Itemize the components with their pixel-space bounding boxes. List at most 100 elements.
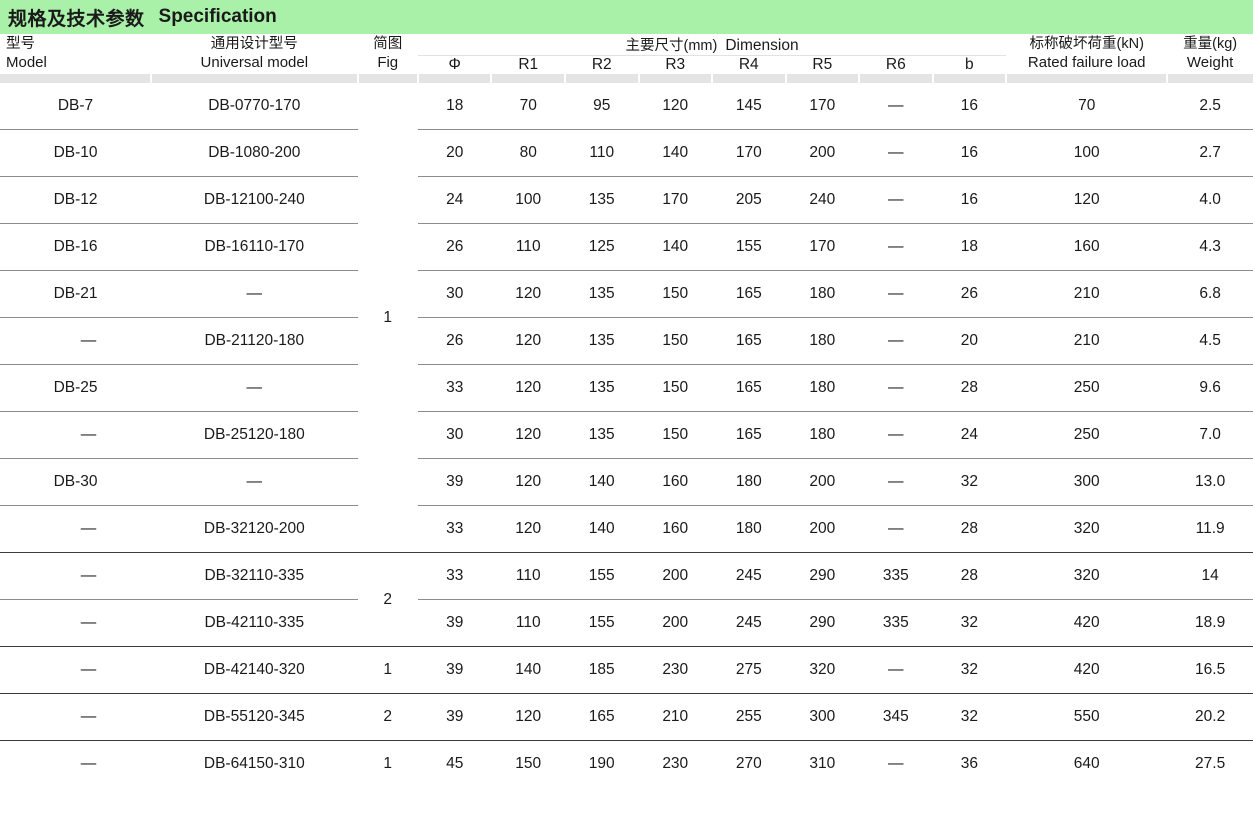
table-row: DB-21—30 120 135 150 165 180—26 210 6.8 xyxy=(0,270,1253,318)
cell-r6: — xyxy=(859,458,933,506)
cell-r3: 120 xyxy=(662,97,689,114)
cell-r4: 270 xyxy=(712,740,786,787)
band-segment xyxy=(150,74,359,83)
table-row: — DB-21120-180 26 120 135 150 165 180—20 210 4.5 xyxy=(0,317,1253,365)
cell-weight: 14 xyxy=(1167,552,1253,600)
cell-r3: 230 xyxy=(638,740,713,787)
cell-rated-failure-load: 120 xyxy=(1006,176,1168,224)
cell-r2: 140 xyxy=(564,458,639,506)
cell-r4: 165 xyxy=(712,364,786,412)
cell-phi: 30 xyxy=(417,411,492,459)
cell-r3: 160 xyxy=(638,505,713,553)
table-row: — DB-64150-310 1 45 150 190 230 270 310—36 640 27.… xyxy=(0,740,1253,787)
cell-r5: 310 xyxy=(785,740,860,787)
cell-r1: 120 xyxy=(491,411,565,459)
cell-universal-model: DB-1080-200 xyxy=(151,129,358,177)
column-header-universal-model: 通用设计型号 Universal model xyxy=(200,36,309,71)
cell-r1: 110 xyxy=(491,223,565,271)
cell-r6: — xyxy=(859,317,933,365)
cell-weight: 7.0 xyxy=(1167,411,1253,459)
cell-r5: 240 xyxy=(785,176,860,224)
cell-b: 32 xyxy=(932,693,1007,741)
column-header-r6: R6 xyxy=(885,56,906,73)
cell-universal-model: DB-0770-170 xyxy=(208,97,301,114)
cell-rated-failure-load: 420 xyxy=(1006,599,1168,647)
cell-b: 28 xyxy=(932,364,1007,412)
cell-r2: 165 xyxy=(564,693,639,741)
column-header-b: b xyxy=(965,56,974,73)
cell-model: — xyxy=(0,317,152,365)
cell-r3: 200 xyxy=(638,599,713,647)
table-row: DB-30—39 120 140 160 180 200—32 300 13.0 xyxy=(0,458,1253,506)
cell-universal-model: DB-32120-200 xyxy=(151,505,358,553)
cell-model: — xyxy=(0,693,152,741)
column-header-r5: R5 xyxy=(812,56,833,73)
cell-r1: 110 xyxy=(491,552,565,600)
cell-b: 16 xyxy=(932,129,1007,177)
cell-r2: 135 xyxy=(564,364,639,412)
table-row: DB-12 DB-12100-240 24 100 135 170 205 240—16 120… xyxy=(0,176,1253,224)
cell-rated-failure-load: 420 xyxy=(1006,646,1168,694)
cell-r1: 120 xyxy=(491,505,565,553)
cell-b: 18 xyxy=(932,223,1007,271)
cell-r2: 95 xyxy=(593,97,611,114)
cell-r3: 150 xyxy=(638,411,713,459)
cell-r2: 190 xyxy=(564,740,639,787)
cell-r1: 120 xyxy=(491,270,565,318)
cell-b: 24 xyxy=(932,411,1007,459)
cell-r3: 210 xyxy=(638,693,713,741)
cell-r4: 170 xyxy=(712,129,786,177)
cell-b: 28 xyxy=(932,505,1007,553)
header-separator-band xyxy=(0,74,1253,83)
cell-r3: 140 xyxy=(638,129,713,177)
cell-r6: — xyxy=(859,740,933,787)
band-segment xyxy=(858,74,934,83)
cell-r2: 155 xyxy=(564,599,639,647)
cell-phi: 18 xyxy=(446,97,464,114)
cell-rated-failure-load: 210 xyxy=(1006,270,1168,318)
column-header-weight: 重量(kg) Weight xyxy=(1183,36,1238,71)
cell-r5: 180 xyxy=(785,270,860,318)
cell-r4: 165 xyxy=(712,270,786,318)
cell-r1: 120 xyxy=(491,317,565,365)
header-row-dimension-subcolumns: Φ R1 R2 R3 R4 R5 R6 b xyxy=(0,56,1253,75)
cell-rated-failure-load: 210 xyxy=(1006,317,1168,365)
cell-phi: 33 xyxy=(417,552,492,600)
cell-r3: 200 xyxy=(638,552,713,600)
cell-b: 20 xyxy=(932,317,1007,365)
cell-r2: 155 xyxy=(564,552,639,600)
column-header-dimension-group: 主要尺寸(mm) Dimension xyxy=(417,34,1007,56)
cell-r5: 200 xyxy=(785,129,860,177)
cell-universal-model: DB-21120-180 xyxy=(151,317,358,365)
band-segment xyxy=(356,74,419,83)
cell-model: DB-10 xyxy=(0,129,152,177)
cell-universal-model: DB-42110-335 xyxy=(151,599,358,647)
specification-table: 型号 Model 通用设计型号 Universal model 简图 Fig 主… xyxy=(0,34,1253,787)
column-header-r1: R1 xyxy=(518,56,539,73)
cell-r4: 255 xyxy=(712,693,786,741)
cell-weight: 11.9 xyxy=(1167,505,1253,553)
cell-r1: 140 xyxy=(491,646,565,694)
table-row: — DB-55120-345 2 39 120 165 210 255 300 345 32 550 2… xyxy=(0,693,1253,741)
cell-universal-model: DB-42140-320 xyxy=(151,646,358,694)
cell-model: — xyxy=(0,505,152,553)
cell-r1: 70 xyxy=(519,97,537,114)
table-row: — DB-25120-180 30 120 135 150 165 180—24 250 7.0 xyxy=(0,411,1253,459)
cell-model: DB-30 xyxy=(0,458,152,506)
band-segment xyxy=(0,74,153,83)
cell-weight: 4.3 xyxy=(1167,223,1253,271)
cell-weight: 2.7 xyxy=(1167,129,1253,177)
page-title-cn: 规格及技术参数 xyxy=(8,8,145,30)
cell-rated-failure-load: 250 xyxy=(1006,364,1168,412)
cell-r4: 165 xyxy=(712,411,786,459)
cell-r4: 180 xyxy=(712,458,786,506)
cell-r5: 180 xyxy=(785,364,860,412)
cell-r3: 230 xyxy=(638,646,713,694)
column-header-model: 型号 Model xyxy=(6,36,47,71)
cell-weight: 27.5 xyxy=(1167,740,1253,787)
cell-rated-failure-load: 300 xyxy=(1006,458,1168,506)
band-segment xyxy=(1005,74,1169,83)
cell-universal-model: DB-12100-240 xyxy=(151,176,358,224)
cell-model: DB-25 xyxy=(0,364,152,412)
cell-r3: 150 xyxy=(638,364,713,412)
